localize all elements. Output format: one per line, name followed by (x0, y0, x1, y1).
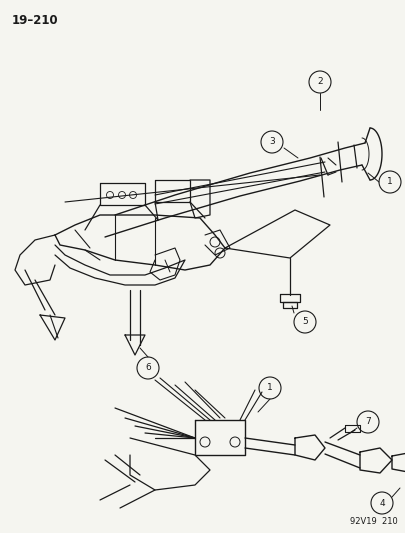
Text: 3: 3 (269, 138, 275, 147)
Text: 1: 1 (267, 384, 273, 392)
Text: 7: 7 (365, 417, 371, 426)
Text: 92V19  210: 92V19 210 (350, 517, 398, 526)
Text: 2: 2 (317, 77, 323, 86)
Text: 19–210: 19–210 (12, 14, 59, 27)
Text: 1: 1 (387, 177, 393, 187)
Text: 4: 4 (379, 498, 385, 507)
Text: 5: 5 (302, 318, 308, 327)
Text: 6: 6 (145, 364, 151, 373)
